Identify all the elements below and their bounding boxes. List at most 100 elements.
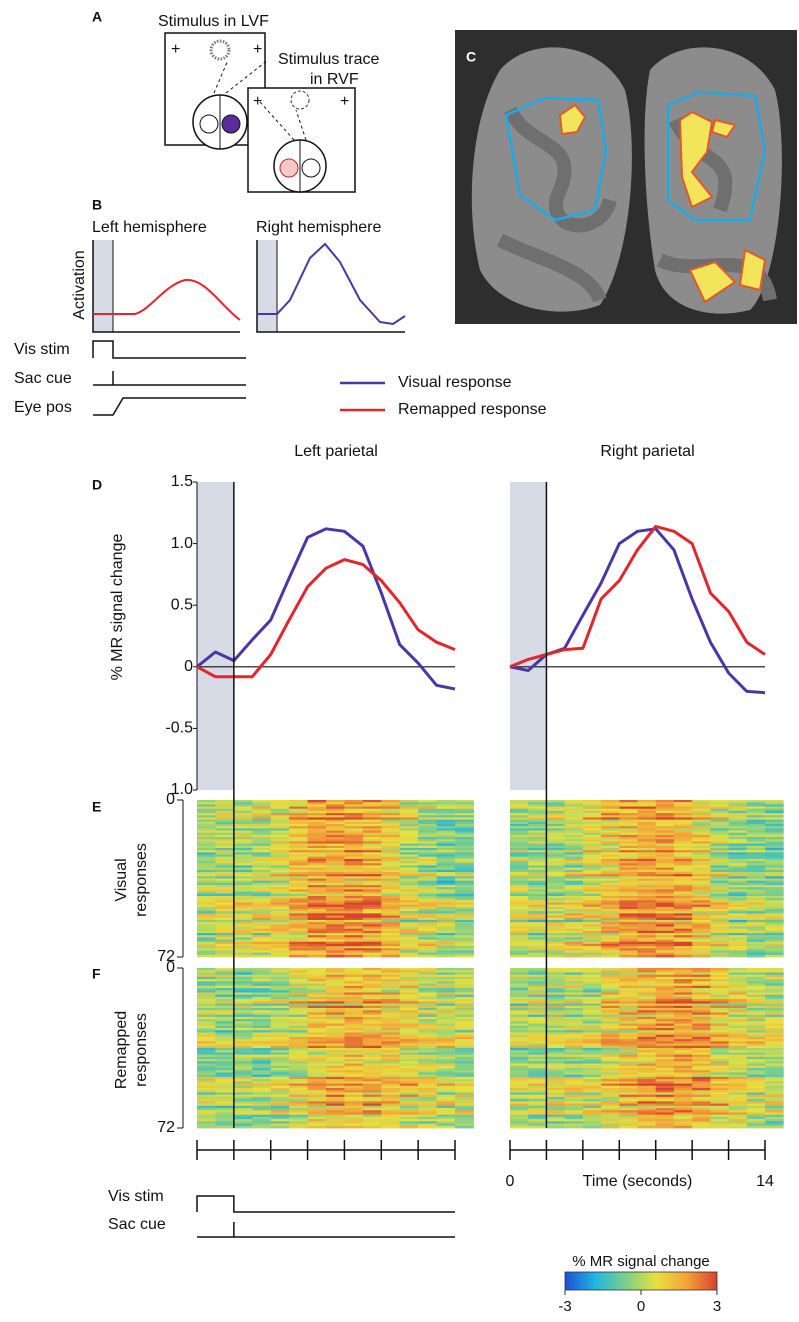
heatmap-cell <box>381 1121 400 1124</box>
stimulus-shade <box>510 482 546 790</box>
heatmap-cell <box>234 1001 253 1004</box>
heatmap-cell <box>197 1101 216 1104</box>
heatmap-cell <box>400 1072 419 1075</box>
heatmap-cell <box>437 1032 456 1035</box>
heatmap-cell <box>418 972 437 975</box>
heatmap-cell <box>729 1092 748 1095</box>
heatmap-cell <box>565 1061 584 1064</box>
heatmap-cell <box>215 1092 234 1095</box>
heatmap-cell <box>565 1032 584 1035</box>
panel-label: A <box>92 9 102 25</box>
heatmap-cell <box>656 1126 675 1129</box>
heatmap-cell <box>363 1052 382 1055</box>
heatmap-cell <box>765 1101 784 1104</box>
hemisphere <box>302 159 320 177</box>
heatmap-cell <box>638 1092 657 1095</box>
heatmap-cell <box>308 1112 327 1115</box>
heatmap-cell <box>528 1092 547 1095</box>
heatmap-cell <box>601 1061 620 1064</box>
chart-title: Left parietal <box>294 443 378 460</box>
y-label: responses <box>133 1013 150 1087</box>
heatmap-cell <box>363 1072 382 1075</box>
heatmap-cell <box>455 992 474 995</box>
heatmap-cell <box>234 972 253 975</box>
y-label: Activation <box>71 250 88 319</box>
heatmap-cell <box>601 1081 620 1084</box>
heatmap-cell <box>437 972 456 975</box>
heatmap-cell <box>710 972 729 975</box>
heatmap <box>197 968 474 1128</box>
heatmap-cell <box>363 955 382 958</box>
heatmap-cell <box>601 1121 620 1124</box>
heatmap-cell <box>344 1061 363 1064</box>
heatmap-cell <box>710 1012 729 1015</box>
heatmap-cell <box>289 1126 308 1129</box>
heatmap-cell <box>271 1121 290 1124</box>
heatmap-cell <box>197 1052 216 1055</box>
y-label: responses <box>133 843 150 917</box>
heatmap-cell <box>363 1032 382 1035</box>
heatmap-cell <box>271 1101 290 1104</box>
heatmap-cell <box>215 1061 234 1064</box>
heatmap-cell <box>601 1052 620 1055</box>
heatmap-cell <box>510 972 529 975</box>
heatmap-cell <box>747 1052 766 1055</box>
heatmap-cell <box>528 1012 547 1015</box>
heatmap-cell <box>565 955 584 958</box>
heatmap-cell <box>400 1001 419 1004</box>
y-tick-label: 1.0 <box>171 535 193 552</box>
heatmap-cell <box>418 1072 437 1075</box>
heatmap-cell <box>528 1126 547 1129</box>
series-line <box>510 526 765 666</box>
heatmap-cell <box>601 1101 620 1104</box>
heatmap-cell <box>215 1126 234 1129</box>
heatmap-cell <box>197 972 216 975</box>
heatmap-cell <box>289 1021 308 1024</box>
heatmap-cell <box>765 955 784 958</box>
heatmap-cell <box>583 1101 602 1104</box>
heatmap-cell <box>729 972 748 975</box>
heatmap-cell <box>252 1092 271 1095</box>
heatmap-cell <box>528 972 547 975</box>
heatmap-cell <box>692 1121 711 1124</box>
heatmap-cell <box>656 1001 675 1004</box>
heatmap-cell <box>197 981 216 984</box>
heatmap-cell <box>271 1052 290 1055</box>
heatmap-cell <box>765 1041 784 1044</box>
heatmap-cell <box>656 1081 675 1084</box>
heatmap-cell <box>747 1061 766 1064</box>
heatmap-cell <box>619 972 638 975</box>
heatmap-cell <box>729 1052 748 1055</box>
heatmap-cell <box>565 1092 584 1095</box>
heatmap-cell <box>289 955 308 958</box>
heatmap-cell <box>455 1012 474 1015</box>
timing-trace <box>93 341 246 358</box>
heatmap-cell <box>363 981 382 984</box>
colorbar-tick-label: 0 <box>637 1298 645 1315</box>
heatmap-cell <box>656 972 675 975</box>
heatmap-cell <box>234 1101 253 1104</box>
heatmap-cell <box>747 1072 766 1075</box>
heatmap-cell <box>510 1041 529 1044</box>
heatmap-cell <box>692 1061 711 1064</box>
heatmap-cell <box>710 1072 729 1075</box>
x-tick-label: 0 <box>506 1173 515 1190</box>
heatmap-cell <box>381 1126 400 1129</box>
heatmap-cell <box>197 1121 216 1124</box>
heatmap-cell <box>418 1101 437 1104</box>
heatmap-cell <box>197 1032 216 1035</box>
heatmap-cell <box>601 1041 620 1044</box>
heatmap-cell <box>363 1021 382 1024</box>
heatmap-cell <box>656 1052 675 1055</box>
heatmap-cell <box>729 1061 748 1064</box>
panel-label: C <box>466 49 476 65</box>
heatmap-cell <box>344 955 363 958</box>
timing-label: Sac cue <box>14 370 72 387</box>
heatmap-cell <box>252 1126 271 1129</box>
heatmap-cell <box>234 1032 253 1035</box>
heatmap-cell <box>601 972 620 975</box>
heatmap-cell <box>765 1112 784 1115</box>
heatmap-cell <box>583 1041 602 1044</box>
heatmap-cell <box>710 1041 729 1044</box>
heatmap-cell <box>400 1012 419 1015</box>
